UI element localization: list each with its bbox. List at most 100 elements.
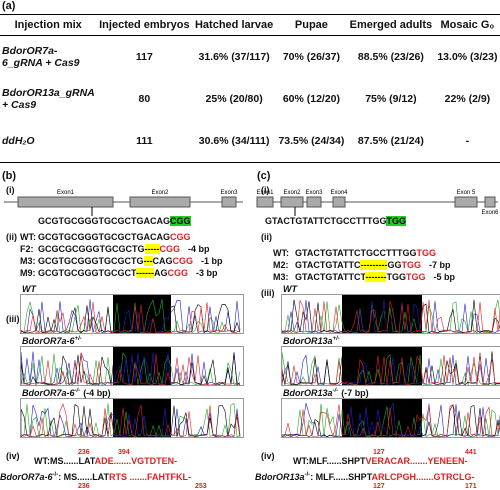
table-cell: BdorOR7a-6_gRNA + Cas9 <box>2 45 80 69</box>
sequence: : MS......LAT <box>58 472 110 482</box>
deletion: --------- <box>360 260 388 270</box>
alignment-row: M9: GCGTGCGGGTGCGCT------AGCGG -3 bp <box>20 268 218 278</box>
table-cell: 30.6% (34/111) <box>192 120 276 163</box>
trace-line <box>20 404 241 438</box>
alignment-row: M3: GCGTGCGGGTGCGCTG---CAGCGG -1 bp <box>20 256 223 266</box>
table-cell: 25% (20/80) <box>205 93 263 105</box>
table-cell: 87.5% (21/24) <box>346 120 435 163</box>
table-cell: 13.0% (3/23) <box>437 51 498 63</box>
sequence: MLF......SHPT <box>309 456 366 466</box>
protein-row: BdorOR13a-/-: MLF......SHPTARLCPGH......… <box>255 472 475 482</box>
highlight-region <box>342 295 422 333</box>
panel-c: (c) (i) Exon1 Exon2 Exon3 Exon4 Exon 5 Exon6 GTA… <box>255 168 500 490</box>
deletion: ------- <box>365 272 387 282</box>
pam: CGG <box>170 232 191 242</box>
residue-number: 236 <box>78 483 90 490</box>
sequence: GTACTGTATTCTGCCTTTGG <box>295 248 417 258</box>
column-header: Mosaic G₀ <box>434 14 500 36</box>
sequence: GCGTGCGGGTGCGCTG <box>38 256 144 266</box>
trace-line <box>20 352 241 386</box>
genotype-name: WT <box>283 284 297 294</box>
row-name: WT: <box>273 248 289 258</box>
exon-label: Exon1 <box>256 190 274 196</box>
trace-line <box>20 301 241 334</box>
sub-label: (iv) <box>261 451 275 461</box>
alignment-row: M2: GTACTGTATTC---------GGTGG -7 bp <box>273 260 450 270</box>
genotype: -/- <box>74 388 81 394</box>
genotype: -/- <box>304 472 311 478</box>
deletion-size: -1 bp <box>201 256 223 266</box>
alignment-row: WT: GCGTGCGGGTGCGCTGACAGCGG <box>20 232 191 242</box>
exon <box>17 196 114 208</box>
residue-number: 394 <box>118 449 130 456</box>
genotype-name: BdorOR13a <box>283 388 333 398</box>
row-name: M2: <box>273 260 289 270</box>
mutant-sequence: VERACAR.......YENEEN- <box>365 456 468 466</box>
table-row: BdorOR7a-6_gRNA + Cas9 117 31.6% (37/117) 7… <box>0 36 500 79</box>
exon-label: Exon4 <box>330 190 348 196</box>
chromatogram-trace <box>281 295 500 334</box>
chromatogram-trace <box>20 347 241 386</box>
panel-label: (a) <box>2 0 16 12</box>
protein-row: WT:MS......LATADE.......VGTDTEN- <box>34 456 177 466</box>
trace-label: WT <box>22 284 36 294</box>
exon <box>332 196 346 208</box>
target-sequence: GTACTGTATTCTGCCTTTGGTGG <box>265 216 406 226</box>
genotype-name: BdorOR7a-6 <box>22 336 75 346</box>
trace-line <box>281 404 500 438</box>
mutant-sequence: RTS .......FAHTFKL- <box>109 472 192 482</box>
trace-label: BdorOR7a-6-/- (-4 bp) <box>22 388 111 398</box>
table-cell: 70% (26/37) <box>282 51 341 63</box>
sub-label: (ii) <box>6 232 17 242</box>
exon-label: Exon6 <box>481 210 499 216</box>
residue-number: 127 <box>373 449 385 456</box>
exon-label: Exon1 <box>57 190 75 196</box>
table-row: BdorOR13a_gRNA + Cas9 80 25% (20/80) 60% (1… <box>0 78 500 120</box>
genotype-name: BdorOR7a-6 <box>22 388 75 398</box>
row-name: M9: <box>20 268 36 278</box>
protein-row: WT:MLF......SHPTVERACAR.......YENEEN- <box>293 456 468 466</box>
table-cell: 111 <box>96 120 193 163</box>
exon-label: Exon3 <box>305 190 323 196</box>
pam: CGG <box>170 216 191 226</box>
pam: TGG <box>401 260 421 270</box>
panel-b: (b) (i) Exon1 Exon2 Exon3 GCGTGCGGGTGCGCTGACA… <box>0 168 245 490</box>
gene-diagram: Exon1 Exon2 Exon3 Exon4 Exon 5 Exon6 <box>256 190 499 216</box>
chromatogram-trace <box>20 399 241 438</box>
sequence: GG <box>387 260 402 270</box>
trace-line <box>281 353 500 386</box>
pam: TGG <box>416 248 436 258</box>
gene-model: Exon1 Exon2 Exon3 Exon4 Exon 5 Exon6 <box>255 186 500 216</box>
panel-label: (c) <box>257 170 271 182</box>
pam: TGG <box>405 272 426 282</box>
sub-label: (i) <box>261 185 270 195</box>
trace-line <box>281 299 500 334</box>
chromatogram <box>281 294 500 334</box>
sequence: AG <box>153 268 168 278</box>
exon <box>454 196 478 208</box>
exon-label: Exon 5 <box>457 190 476 196</box>
exon-label: Exon2 <box>151 190 169 196</box>
row-name: WT: <box>293 456 309 466</box>
deletion-size: (-7 bp) <box>341 388 369 398</box>
exon <box>256 196 274 208</box>
sub-label: (iv) <box>6 451 20 461</box>
sequence: GCGTGCGGGTGCGCTGACAG <box>38 216 170 226</box>
sequence: : MLF......SHPT <box>310 472 372 482</box>
target-sequence: GCGTGCGGGTGCGCTGACAGCGG <box>38 216 191 226</box>
pam: CGG <box>167 268 188 278</box>
alignment-row: M3: GTACTGTATTCT-------TGGTGG -5 bp <box>273 272 455 282</box>
table-cell: 73.5% (24/34) <box>275 120 347 163</box>
trace-line <box>281 403 500 438</box>
trace-label: BdorOR13a+/- <box>283 336 340 346</box>
pam: CGG <box>172 256 194 266</box>
mutant-sequence: ADE.......VGTDTEN- <box>94 456 178 466</box>
exon <box>280 196 304 208</box>
trace-label: BdorOR13a-/- (-7 bp) <box>283 388 369 398</box>
trace-label: WT <box>283 284 297 294</box>
trace-line <box>281 299 500 334</box>
protein-row: BdorOR7a-6-/-: MS......LATRTS .......FAH… <box>0 472 191 482</box>
row-name: BdorOR13a <box>255 472 305 482</box>
deletion-size: -7 bp <box>428 260 451 270</box>
chromatogram-trace <box>20 295 241 334</box>
